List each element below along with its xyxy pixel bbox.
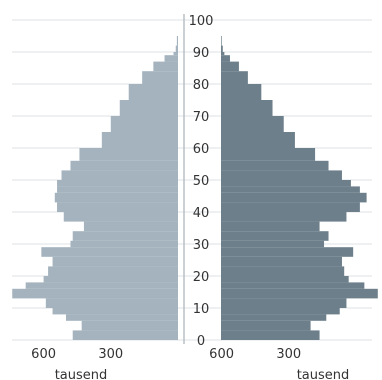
age-tick-label: 10 [193, 302, 210, 317]
right-bar [221, 240, 325, 248]
left-bar [61, 170, 178, 180]
right-bar [221, 231, 329, 241]
left-bar [81, 320, 178, 331]
age-tick-label: 60 [193, 142, 210, 157]
right-value-tick-label: 600 [209, 347, 234, 362]
left-bar [72, 231, 178, 241]
right-bar [221, 132, 295, 148]
right-bar [221, 61, 239, 72]
left-unit-label: tausend [55, 368, 108, 380]
right-bar [221, 247, 354, 257]
left-bar [164, 55, 178, 62]
right-bar [221, 186, 360, 193]
age-tick-label: 100 [189, 14, 214, 29]
age-tick-label: 80 [193, 78, 210, 93]
left-bar [176, 36, 178, 46]
right-value-tick-label: 300 [276, 347, 301, 362]
age-tick-label: 90 [193, 46, 210, 61]
left-bar [110, 116, 178, 132]
right-bar [221, 314, 327, 321]
right-bar [221, 282, 365, 289]
left-value-tick-label: 300 [98, 347, 123, 362]
left-bar [72, 330, 178, 340]
left-bar [25, 282, 179, 289]
right-bar [221, 148, 316, 161]
right-bar [221, 212, 347, 222]
right-bar [221, 36, 222, 46]
left-bar [54, 192, 178, 203]
left-bar [63, 212, 179, 222]
right-bar [221, 298, 347, 308]
age-tick-label: 0 [197, 334, 205, 349]
left-bar [83, 221, 178, 232]
left-bar [12, 288, 178, 299]
right-unit-label: tausend [297, 368, 350, 380]
age-tick-label: 40 [193, 206, 210, 221]
right-bar [221, 71, 248, 84]
age-tick-label: 50 [193, 174, 210, 189]
left-bar [142, 71, 178, 84]
left-bar [101, 132, 178, 148]
age-tick-label: 70 [193, 110, 210, 125]
left-bar [45, 298, 179, 308]
right-bar [221, 320, 311, 331]
right-bar [221, 180, 351, 187]
left-bar [173, 52, 178, 56]
right-bar [221, 160, 329, 171]
right-bar [221, 221, 320, 232]
age-tick-label: 30 [193, 238, 210, 253]
left-bar [57, 186, 178, 193]
left-bar [43, 276, 178, 283]
age-axis-labels: 0 10 20 30 40 50 60 70 80 90 100 [189, 14, 214, 349]
left-bar [48, 266, 178, 276]
right-bar [221, 308, 340, 315]
right-bar [221, 84, 262, 100]
right-bar [221, 52, 225, 56]
value-axis-labels: 600 300 600 300 [31, 347, 301, 362]
left-bar [66, 314, 178, 321]
age-tick-label: 20 [193, 270, 210, 285]
left-bar [57, 180, 178, 187]
right-bar [221, 192, 367, 203]
right-bar [221, 55, 230, 62]
left-bar [70, 160, 178, 171]
left-bar [153, 61, 178, 72]
left-bar [119, 100, 178, 116]
right-bar [221, 276, 349, 283]
left-bar [70, 240, 178, 248]
left-value-tick-label: 600 [31, 347, 56, 362]
right-bar [221, 100, 273, 116]
right-bar [221, 256, 342, 267]
right-bar [221, 288, 378, 299]
right-bar [221, 266, 345, 276]
left-bar [52, 256, 179, 267]
left-bar [175, 45, 178, 52]
left-bar [52, 308, 179, 315]
left-bar [128, 84, 178, 100]
left-bar [79, 148, 178, 161]
right-bar [221, 116, 284, 132]
left-bar [41, 247, 178, 257]
right-bar [221, 170, 342, 180]
population-bars [12, 36, 378, 340]
left-bar [57, 202, 178, 212]
right-bar [221, 330, 320, 340]
right-bar [221, 202, 360, 212]
right-bar [221, 45, 223, 52]
